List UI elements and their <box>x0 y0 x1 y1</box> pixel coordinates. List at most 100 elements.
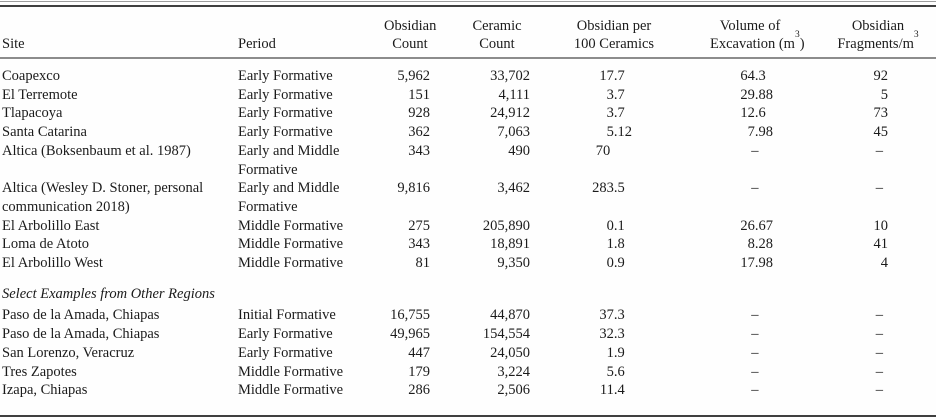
cell-site: El Terremote <box>2 86 78 103</box>
cell-fragments: – <box>790 179 936 216</box>
cell-period: Early Formative <box>238 124 333 141</box>
table-row: Santa Catarina Early Formative 362 7,063 5.1… <box>0 123 936 142</box>
cell-fragments: 73 <box>873 105 889 122</box>
cell-fragments: 92 <box>873 68 889 84</box>
decimal-align-spacer <box>883 318 888 319</box>
m3-superscript: 3 <box>913 30 919 41</box>
cell-ceramic-count: 9,350 <box>497 255 530 272</box>
cell-period: Early Formative <box>238 326 333 343</box>
cell-period: Early Formative <box>238 105 333 122</box>
cell-obsidian-count: 275 <box>408 217 430 234</box>
cell-period: Early and Middle Formative <box>238 142 340 178</box>
m3-superscript: 3 <box>794 30 800 41</box>
col-header-site: Site <box>0 7 237 59</box>
cell-volume: 64.3 <box>656 58 790 86</box>
cell-fragments: 41 <box>873 236 889 253</box>
cell-per-100: 283.5 <box>536 179 656 216</box>
decimal-align-spacer <box>883 337 888 338</box>
cell-volume: 26.67 <box>740 217 773 234</box>
cell-period: Middle Formative <box>238 382 344 399</box>
top-inner-rule <box>0 5 936 7</box>
cell-per-100: 1.8 <box>536 235 656 254</box>
col-header-obsidian-fragments: Obsidian Fragments/m3 <box>790 7 936 59</box>
table-row: Tres Zapotes Middle Formative 179 3,224 5.6–… <box>0 363 936 382</box>
cell-period: Middle Formative <box>238 217 344 234</box>
cell-volume: – <box>656 344 790 363</box>
col-header-obsidian-per-100-ceramics: Obsidian per 100 Ceramics <box>536 7 656 59</box>
decimal-align-spacer <box>759 393 774 394</box>
cell-obsidian-count: 286 <box>408 382 430 399</box>
decimal-align-spacer <box>759 337 774 338</box>
decimal-align-spacer <box>625 79 632 80</box>
cell-per-100: 3.7 <box>536 104 656 123</box>
cell-fragments: – <box>790 381 936 400</box>
section-label: Select Examples from Other Regions <box>2 285 215 302</box>
cell-site: San Lorenzo, Veracruz <box>2 344 135 361</box>
cell-site: Coapexco <box>2 68 60 84</box>
cell-per-100: 11.4 <box>536 381 656 400</box>
cell-period: Early Formative <box>238 86 333 103</box>
cell-volume: 7.98 <box>747 124 773 141</box>
cell-volume: 8.28 <box>747 236 773 253</box>
cell-site: Altica (Boksenbaum et al. 1987) <box>2 142 191 159</box>
cell-obsidian-count: 447 <box>408 344 430 361</box>
decimal-align-spacer <box>883 356 888 357</box>
decimal-align-spacer <box>625 337 632 338</box>
cell-site: El Arbolillo West <box>2 255 103 272</box>
col-header-volume-of-excavation: Volume of Excavation (m3) <box>656 7 805 59</box>
cell-fragments: 5 <box>880 86 888 103</box>
cell-fragments: 45 <box>873 124 889 141</box>
decimal-align-spacer <box>883 375 888 376</box>
cell-volume: – <box>656 363 790 382</box>
cell-site: Loma de Atoto <box>2 236 89 253</box>
cell-per-100: 32.3 <box>536 325 656 344</box>
cell-volume: 17.98 <box>740 255 773 272</box>
obsidian-sites-table: Site Period Obsidian Count Ceramic Count… <box>0 7 936 400</box>
col-header-period: Period <box>237 7 360 59</box>
cell-obsidian-count: 16,755 <box>390 307 430 324</box>
cell-per-100: 37.3 <box>536 306 656 325</box>
cell-fragments: – <box>790 306 936 325</box>
cell-ceramic-count: 24,050 <box>490 344 530 361</box>
cell-ceramic-count: 490 <box>508 142 530 159</box>
cell-volume: – <box>656 179 790 216</box>
table-header: Site Period Obsidian Count Ceramic Count… <box>0 7 936 59</box>
table-row: Izapa, Chiapas Middle Formative 286 2,506 11… <box>0 381 936 400</box>
table-row: Loma de Atoto Middle Formative 343 18,891 1.… <box>0 235 936 254</box>
cell-per-100: 3.7 <box>536 86 656 105</box>
decimal-align-spacer <box>759 375 774 376</box>
cell-obsidian-count: 362 <box>408 124 430 141</box>
cell-fragments: – <box>790 325 936 344</box>
decimal-align-spacer <box>625 116 632 117</box>
cell-volume: – <box>656 381 790 400</box>
cell-per-100: 0.9 <box>536 254 656 273</box>
decimal-align-spacer <box>759 356 774 357</box>
cell-fragments: – <box>790 142 936 179</box>
decimal-align-spacer <box>625 98 632 99</box>
table-row: Tlapacoya Early Formative 928 24,912 3.7 12.6… <box>0 104 936 123</box>
cell-site: Santa Catarina <box>2 124 87 141</box>
decimal-align-spacer <box>883 154 888 155</box>
table-row: El Arbolillo East Middle Formative 275 205,… <box>0 217 936 236</box>
decimal-align-spacer <box>625 356 632 357</box>
table-row: Altica (Wesley D. Stoner, personal commu… <box>0 179 936 216</box>
decimal-align-spacer <box>759 154 774 155</box>
cell-volume: – <box>656 142 790 179</box>
cell-site: Tlapacoya <box>2 105 63 122</box>
decimal-align-spacer <box>759 318 774 319</box>
table-row: El Terremote Early Formative 151 4,111 3.7 29… <box>0 86 936 105</box>
table-row: El Arbolillo West Middle Formative 81 9,350… <box>0 254 936 273</box>
decimal-align-spacer <box>625 229 632 230</box>
top-outer-rule <box>0 1 936 2</box>
cell-per-100: 17.7 <box>536 58 656 86</box>
cell-ceramic-count: 44,870 <box>490 307 530 324</box>
cell-period: Early and Middle Formative <box>238 180 340 215</box>
cell-obsidian-count: 81 <box>415 255 431 272</box>
decimal-align-spacer <box>625 375 632 376</box>
cell-ceramic-count: 7,063 <box>497 124 530 141</box>
table-row: Altica (Boksenbaum et al. 1987) Early and… <box>0 142 936 179</box>
cell-ceramic-count: 154,554 <box>482 326 530 343</box>
cell-period: Middle Formative <box>238 236 344 253</box>
cell-site: Altica (Wesley D. Stoner, personal commu… <box>2 180 204 215</box>
cell-period: Middle Formative <box>238 255 344 272</box>
